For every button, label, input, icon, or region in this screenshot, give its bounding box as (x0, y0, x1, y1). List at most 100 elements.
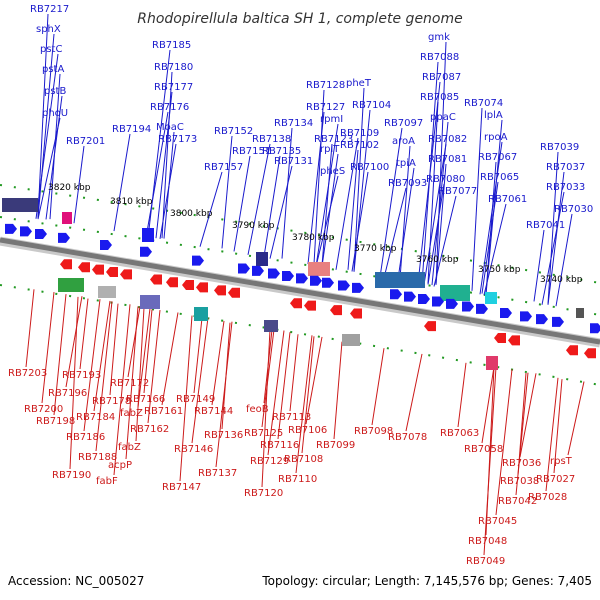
feature-block (194, 307, 208, 321)
gene-label: RB7134 (274, 118, 313, 129)
gene-label: RB7039 (540, 142, 579, 153)
gene-arrow-forward (35, 228, 47, 239)
label-leader (35, 53, 59, 219)
label-leader (495, 369, 513, 516)
gene-label: MoaC (156, 122, 184, 133)
label-leader (295, 335, 313, 474)
gene-label: RB7137 (198, 468, 237, 479)
label-leader (305, 336, 323, 425)
label-leader (435, 41, 447, 285)
gene-arrow-reverse (424, 321, 436, 332)
label-leader (567, 381, 585, 456)
label-leader (215, 321, 233, 468)
label-leader (427, 101, 439, 284)
gene-label: RB7037 (546, 162, 585, 173)
genome-summary-text: Topology: circular; Length: 7,145,576 bp… (261, 574, 592, 588)
gene-arrows-reverse (60, 259, 596, 359)
label-leader (93, 300, 111, 412)
label-leader (479, 141, 503, 295)
gene-arrow-forward (404, 291, 416, 302)
gene-arrow-forward (310, 275, 322, 286)
label-leader (95, 301, 113, 452)
label-leader (161, 71, 173, 239)
label-leader (427, 183, 445, 285)
gene-label: RB7100 (350, 162, 389, 173)
label-leader (161, 312, 179, 406)
gene-arrow-forward (500, 308, 512, 318)
gene-label: RB7125 (244, 428, 283, 439)
label-leader (263, 155, 281, 257)
gene-label: phoU (42, 108, 68, 119)
gene-label: RB7200 (24, 404, 63, 415)
gene-arrow-reverse (106, 267, 118, 278)
gene-label: RB7136 (204, 430, 243, 441)
gene-label: fabZ (118, 442, 141, 453)
label-leader (397, 167, 415, 280)
gene-label: RB7063 (440, 428, 479, 439)
feature-block (264, 320, 278, 332)
label-leader (41, 292, 55, 404)
tick-label: 3750 kbp (478, 265, 521, 275)
gene-label: RB7172 (110, 378, 149, 389)
gene-label: rpoA (484, 132, 508, 143)
gene-arrow-reverse (166, 277, 178, 288)
gene-label: rplT (320, 144, 340, 155)
label-leader (545, 377, 559, 492)
gene-label: pstC (40, 44, 62, 55)
gene-label: RB7104 (352, 100, 391, 111)
label-leader (211, 320, 225, 406)
feature-block (98, 286, 116, 298)
gene-label: RB7180 (154, 62, 193, 73)
gene-label: RB7085 (420, 92, 459, 103)
label-leader (351, 171, 369, 272)
feature-block (440, 285, 470, 301)
label-leader (353, 87, 365, 271)
gene-label: RB7058 (464, 444, 503, 455)
gene-label: RB7088 (420, 52, 459, 63)
label-leader (199, 171, 223, 247)
gene-arrow-forward (268, 268, 280, 279)
gene-label: RB7097 (384, 118, 423, 129)
position-ticks: 3820 kbp 3810 kbp 3800 kbp 3790 kbp 3780 kbp… (48, 183, 583, 285)
label-leader (155, 91, 173, 239)
label-leader (277, 332, 291, 440)
label-leaders-top (35, 13, 573, 307)
gene-label: RB7166 (126, 394, 165, 405)
feature-blocks (2, 198, 584, 370)
gene-label: RB7078 (388, 432, 427, 443)
gene-label: RB7106 (288, 425, 327, 436)
gene-arrow-forward (432, 296, 444, 307)
gene-label: ppaC (430, 112, 456, 123)
gene-arrow-reverse (566, 345, 578, 356)
gene-label: pstA (42, 64, 64, 75)
label-leader (457, 362, 467, 428)
gene-arrow-forward (5, 223, 17, 234)
feature-tracks (0, 184, 600, 386)
label-leader (113, 133, 131, 232)
gene-label: RB7157 (204, 162, 243, 173)
gene-label: RB7087 (422, 72, 461, 83)
label-leader (547, 171, 565, 305)
gene-label: RB7127 (306, 102, 345, 113)
gene-arrow-reverse (350, 308, 362, 319)
gene-label: RB7201 (66, 136, 105, 147)
label-leader (147, 310, 161, 424)
gene-label: RB7038 (500, 476, 539, 487)
label-leader (553, 379, 563, 474)
feature-block (142, 228, 154, 242)
gene-arrow-reverse (120, 269, 132, 280)
label-leader (127, 306, 141, 378)
gene-arrow-reverse (60, 259, 72, 270)
gene-label: RB7109 (340, 128, 379, 139)
gene-label: pheS (320, 166, 345, 177)
label-leader (247, 143, 271, 255)
gene-arrow-forward (462, 301, 474, 312)
gene-label: RB7113 (272, 412, 311, 423)
gene-label: fabF (96, 476, 118, 487)
label-leader (69, 296, 79, 470)
gene-arrow-forward (100, 240, 112, 250)
gene-label: RB7074 (464, 98, 503, 109)
gene-arrow-forward (140, 246, 152, 257)
gene-label: RB7176 (150, 102, 189, 113)
label-leader (471, 107, 483, 291)
